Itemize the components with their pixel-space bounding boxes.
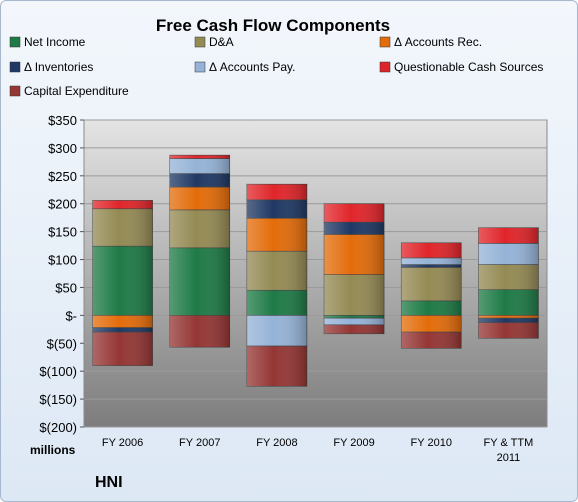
x-axis: FY 2006 FY 2007 FY 2008 FY 2009 FY 2010 FY & … bbox=[102, 437, 533, 464]
y-tick-label: $100 bbox=[48, 253, 77, 268]
legend-label-accounts-rec: Δ Accounts Rec. bbox=[394, 35, 482, 49]
legend-swatch-inventories bbox=[9, 61, 21, 73]
legend-swatch-d-a bbox=[194, 36, 206, 48]
bar-shading bbox=[401, 300, 462, 316]
y-tick-label: $150 bbox=[48, 225, 77, 240]
bar-shading bbox=[92, 208, 153, 247]
bar-shading bbox=[324, 274, 385, 316]
bar-shading bbox=[246, 315, 307, 347]
legend-label-capital-expenditure: Capital Expenditure bbox=[24, 84, 129, 98]
bar-shading bbox=[478, 318, 539, 323]
y-tick-label: $350 bbox=[48, 113, 77, 128]
x-tick-label: FY 2008 bbox=[256, 437, 297, 449]
y-axis-label: millions bbox=[30, 443, 76, 457]
y-axis: $350 $300 $250 $200 $150 $100 $50 $- $(50) $(100)… bbox=[39, 113, 84, 435]
bar-shading bbox=[169, 173, 230, 187]
y-tick-label: $(150) bbox=[39, 392, 77, 407]
bar-shading bbox=[246, 290, 307, 316]
bar-shading bbox=[246, 218, 307, 252]
x-tick-label: FY & TTM bbox=[484, 437, 534, 449]
legend-swatch-capital-expenditure bbox=[9, 85, 21, 97]
bar-shading bbox=[324, 315, 385, 319]
y-tick-label: $200 bbox=[48, 197, 77, 212]
x-tick-label: FY 2009 bbox=[333, 437, 374, 449]
x-tick-label: FY 2010 bbox=[411, 437, 452, 449]
bar-shading bbox=[478, 243, 539, 265]
legend-swatch-accounts-rec bbox=[379, 36, 391, 48]
legend-swatch-accounts-pay bbox=[194, 61, 206, 73]
bar-shading bbox=[169, 209, 230, 248]
bar-shading bbox=[324, 324, 385, 334]
chart-title: Free Cash Flow Components bbox=[156, 16, 390, 35]
bar-shading bbox=[246, 184, 307, 200]
bar-shading bbox=[478, 227, 539, 244]
bar-shading bbox=[169, 247, 230, 316]
bar-shading bbox=[92, 200, 153, 209]
y-tick-label: $300 bbox=[48, 141, 77, 156]
bar-shading bbox=[478, 264, 539, 290]
bar-shading bbox=[401, 315, 462, 333]
x-tick-label: FY 2007 bbox=[179, 437, 220, 449]
legend-label-accounts-pay: Δ Accounts Pay. bbox=[209, 60, 296, 74]
bar-shading bbox=[324, 203, 385, 223]
bar-shading bbox=[478, 315, 539, 319]
bar-shading bbox=[401, 267, 462, 301]
bar-shading bbox=[478, 322, 539, 339]
bar-shading bbox=[401, 257, 462, 265]
x-tick-label: 2011 bbox=[497, 452, 521, 464]
bar-shading bbox=[246, 251, 307, 291]
plot-area bbox=[83, 119, 548, 428]
gridlines bbox=[84, 119, 547, 428]
legend-label-net-income: Net Income bbox=[24, 35, 86, 49]
bar-shading bbox=[246, 346, 307, 387]
y-tick-label: $50 bbox=[55, 280, 77, 295]
company-label: HNI bbox=[95, 474, 123, 491]
bar-shading bbox=[478, 289, 539, 316]
legend-label-questionable-cash-sources: Questionable Cash Sources bbox=[394, 60, 543, 74]
bar-shading bbox=[401, 264, 462, 268]
y-tick-label: $(100) bbox=[39, 364, 77, 379]
y-tick-label: $250 bbox=[48, 169, 77, 184]
bar-shading bbox=[92, 327, 153, 333]
y-tick-label: $- bbox=[65, 308, 77, 323]
legend-swatch-questionable-cash-sources bbox=[379, 61, 391, 73]
bar-shading bbox=[324, 318, 385, 325]
bar-shading bbox=[169, 158, 230, 174]
bars bbox=[92, 154, 539, 387]
y-tick-label: $(200) bbox=[39, 420, 77, 435]
bar-shading bbox=[324, 234, 385, 275]
bar-shading bbox=[169, 315, 230, 348]
legend-label-d-a: D&A bbox=[209, 35, 234, 49]
bar-shading bbox=[169, 186, 230, 210]
bar-shading bbox=[324, 222, 385, 235]
bar-shading bbox=[246, 199, 307, 219]
bar-shading bbox=[169, 155, 230, 159]
y-tick-label: $(50) bbox=[47, 336, 77, 351]
legend-swatch-net-income bbox=[9, 36, 21, 48]
x-tick-label: FY 2006 bbox=[102, 437, 143, 449]
bar-shading bbox=[92, 332, 153, 366]
bar-shading bbox=[401, 242, 462, 258]
bar-shading bbox=[92, 246, 153, 316]
legend-label-inventories: Δ Inventories bbox=[24, 60, 93, 74]
legend: Net Income D&A Δ Accounts Rec. Δ Inventorie… bbox=[9, 35, 543, 98]
bar-shading bbox=[92, 315, 153, 328]
bar-shading bbox=[401, 332, 462, 349]
